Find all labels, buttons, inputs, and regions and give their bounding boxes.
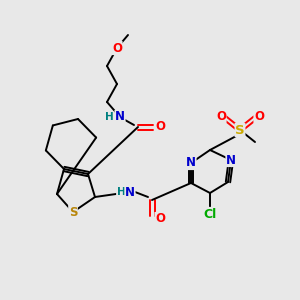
Text: O: O bbox=[155, 121, 165, 134]
Text: O: O bbox=[155, 212, 165, 226]
Text: O: O bbox=[216, 110, 226, 122]
Text: O: O bbox=[112, 41, 122, 55]
Text: O: O bbox=[254, 110, 264, 122]
Text: S: S bbox=[235, 124, 245, 136]
Text: N: N bbox=[226, 154, 236, 166]
Text: H: H bbox=[105, 112, 113, 122]
Text: H: H bbox=[117, 187, 125, 197]
Text: S: S bbox=[69, 206, 77, 218]
Text: Cl: Cl bbox=[203, 208, 217, 220]
Text: N: N bbox=[125, 185, 135, 199]
Text: N: N bbox=[186, 157, 196, 169]
Text: N: N bbox=[115, 110, 125, 124]
